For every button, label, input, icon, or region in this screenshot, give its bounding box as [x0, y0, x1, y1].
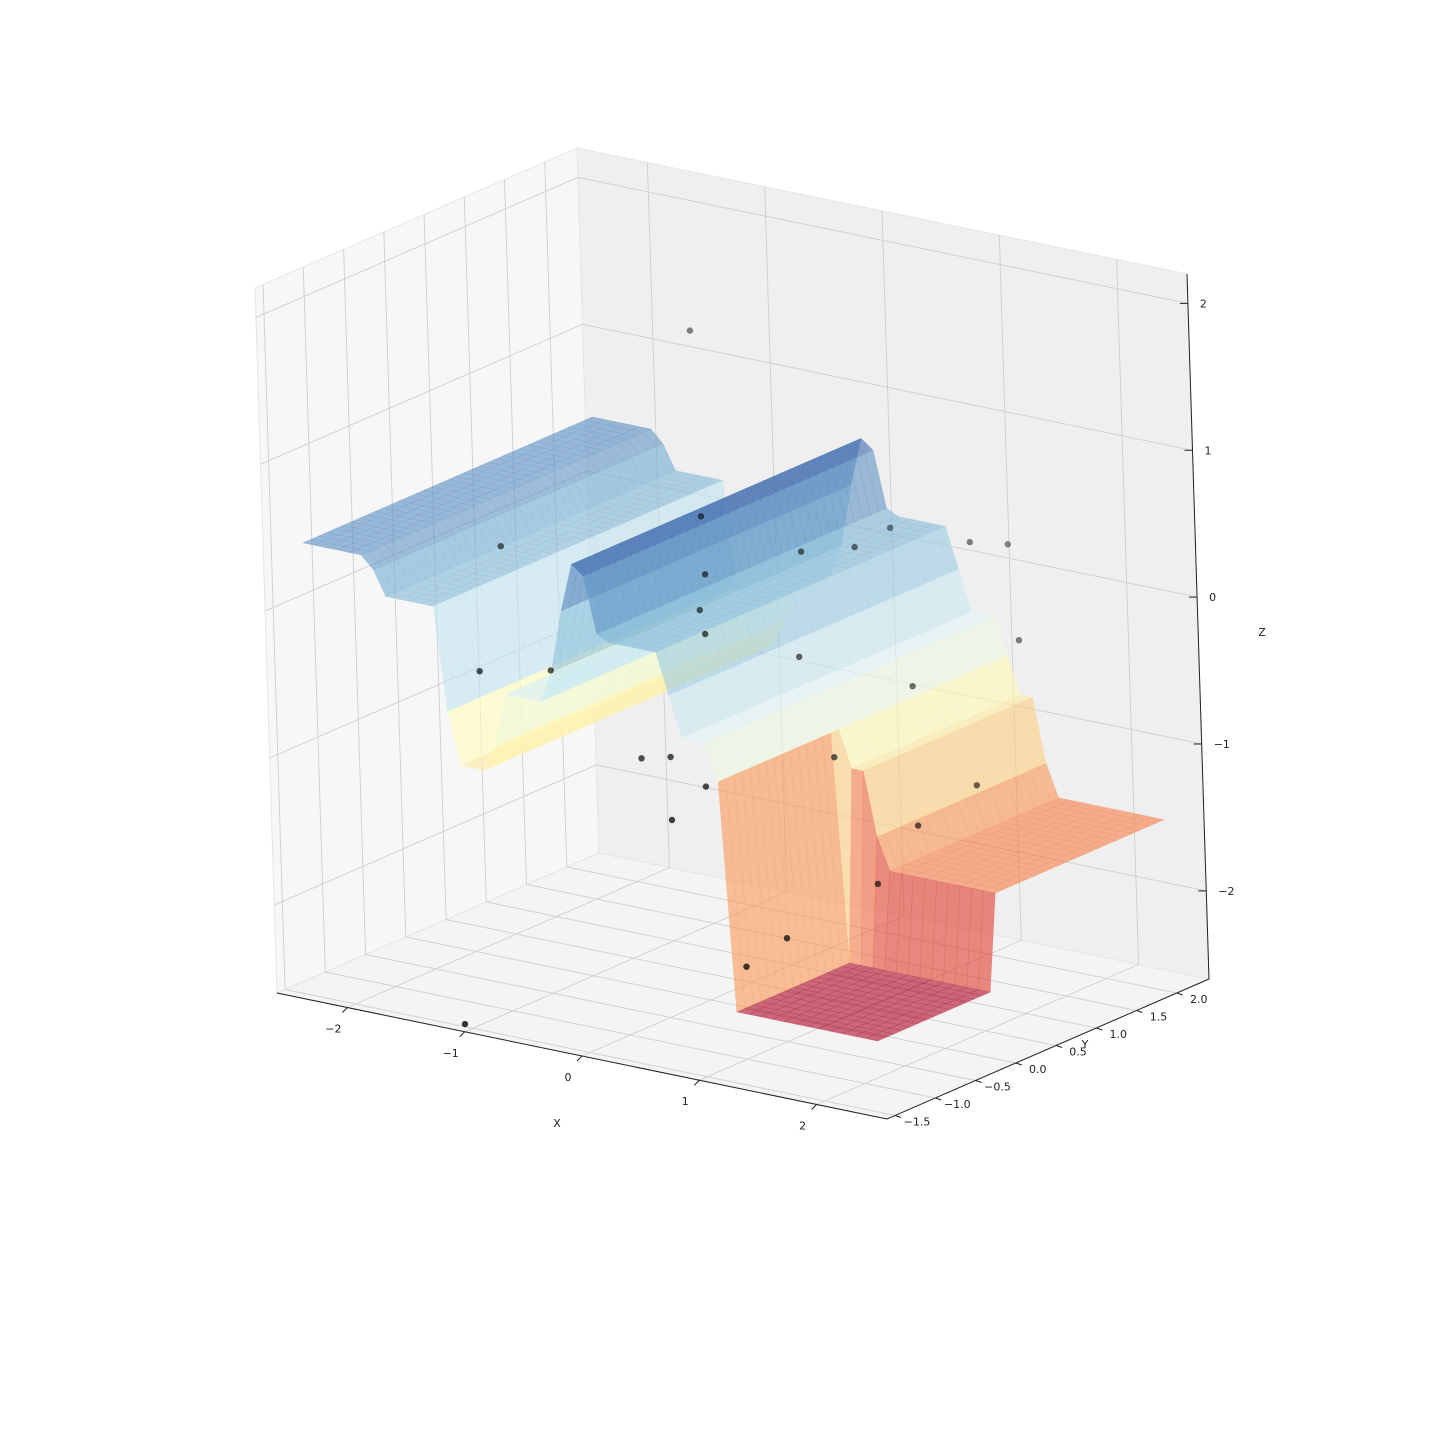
- scatter-point: [831, 754, 838, 761]
- y-tick-label: −1.5: [904, 1116, 931, 1129]
- y-tick-labels: −1.5 −1.0 −0.5 0.0 0.5 1.0 1.5 2.0: [894, 992, 1208, 1129]
- y-tick-mark: [1055, 1045, 1063, 1048]
- y-tick-label: 2.0: [1190, 993, 1208, 1006]
- x-tick-label: −1: [443, 1047, 459, 1060]
- z-tick-label: 2: [1200, 297, 1207, 310]
- scatter-point: [461, 1020, 469, 1028]
- scatter-point: [743, 963, 750, 970]
- x-gridline: [347, 162, 670, 1008]
- x-gridline: [699, 235, 1022, 1081]
- z-tick-label: 1: [1205, 444, 1212, 457]
- z-tick-label: 0: [1209, 591, 1216, 604]
- scatter-point: [966, 538, 973, 546]
- scatter-point: [547, 667, 554, 674]
- scatter-point: [973, 782, 980, 789]
- x-tick-label: 1: [682, 1095, 689, 1108]
- z-tick-label: −2: [1218, 885, 1234, 898]
- scatter-point: [667, 753, 674, 761]
- y-tick-mark: [975, 1080, 982, 1083]
- scatter-point: [914, 822, 922, 829]
- y-gridline: [262, 284, 896, 1116]
- x-tick-label: −2: [325, 1023, 341, 1036]
- x-tick-mark: [693, 1079, 700, 1086]
- scatter-point: [702, 783, 710, 790]
- z-tick-label: −1: [1214, 738, 1230, 751]
- scatter-point: [796, 653, 803, 660]
- scatter-point: [1004, 541, 1011, 548]
- x-tick-mark: [811, 1104, 817, 1110]
- x-axis-label: X: [553, 1117, 561, 1130]
- y-tick-label: −0.5: [984, 1081, 1011, 1094]
- y-tick-label: 0.0: [1029, 1063, 1047, 1076]
- z-tick-labels: −2 −1 0 1 2: [1179, 297, 1235, 898]
- scatter-point: [851, 543, 858, 551]
- scatter-points: [461, 327, 1023, 1028]
- z-gridline: [260, 323, 1193, 465]
- y-axis-line: [886, 978, 1210, 1120]
- y-tick-label: 1.5: [1150, 1011, 1168, 1024]
- surface-facet: [873, 1031, 895, 1038]
- scatter-point: [476, 668, 483, 675]
- surface-facet: [849, 768, 864, 966]
- surface-facet: [881, 1027, 903, 1035]
- y-tick-mark: [894, 1115, 902, 1118]
- scatter-point: [701, 571, 709, 578]
- x-tick-mark: [459, 1031, 466, 1038]
- scatter-point: [909, 683, 916, 690]
- surface-facet: [889, 1024, 911, 1031]
- y-tick-mark: [1176, 992, 1183, 996]
- y-tick-mark: [1136, 1010, 1143, 1013]
- x-tick-labels: −2 −1 0 1 2: [325, 1007, 817, 1133]
- scatter-point: [668, 816, 676, 824]
- z-axis-line: [1186, 273, 1210, 980]
- scatter-point: [638, 755, 645, 762]
- y-tick-mark: [935, 1097, 942, 1101]
- scatter-point: [797, 548, 805, 555]
- y-axis-label: Y: [1081, 1038, 1089, 1051]
- y-tick-mark: [1096, 1027, 1103, 1031]
- surface-facet: [865, 1034, 887, 1042]
- scatter-point: [497, 543, 504, 550]
- y-tick-mark: [1015, 1062, 1022, 1066]
- x-tick-mark: [576, 1055, 583, 1062]
- scatter-point: [696, 606, 703, 614]
- y-gridline: [343, 249, 976, 1081]
- x-tick-label: 0: [565, 1071, 572, 1084]
- scatter-point: [783, 935, 791, 942]
- surface-mesh: [301, 416, 1166, 1042]
- y-tick-label: 1.0: [1110, 1028, 1128, 1041]
- scatter-point: [697, 513, 705, 520]
- surface-facet: [897, 1020, 919, 1028]
- z-axis-label: Z: [1258, 626, 1266, 639]
- scatter-point: [702, 630, 709, 638]
- x-tick-label: 2: [799, 1120, 806, 1133]
- x-gridline: [816, 259, 1140, 1105]
- scatter-point: [1015, 637, 1023, 644]
- scatter-point: [686, 327, 694, 334]
- scatter-point: [886, 524, 894, 531]
- x-tick-mark: [342, 1007, 348, 1013]
- scatter-point: [874, 880, 882, 888]
- y-tick-label: 0.5: [1069, 1046, 1087, 1059]
- y-tick-label: −1.0: [944, 1098, 971, 1111]
- y-gridline: [302, 266, 936, 1099]
- z-gridline: [255, 176, 1188, 318]
